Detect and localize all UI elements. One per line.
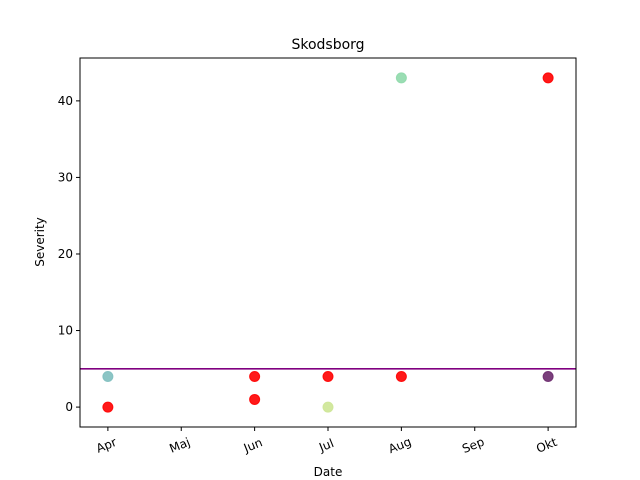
scatter-point bbox=[395, 370, 407, 382]
plot-frame bbox=[79, 57, 577, 428]
x-tick-label: Apr bbox=[94, 435, 119, 456]
y-tick-label: 20 bbox=[58, 247, 73, 261]
x-axis-ticks: Apr Maj Jun Jul Aug Sep Okt bbox=[94, 427, 559, 456]
scatter-point bbox=[102, 401, 114, 413]
scatter-point bbox=[322, 370, 334, 382]
x-tick-label: Aug bbox=[386, 434, 413, 456]
x-axis-label: Date bbox=[314, 465, 343, 479]
y-tick-label: 0 bbox=[65, 400, 73, 414]
scatter-point bbox=[102, 370, 114, 382]
scatter-point bbox=[542, 72, 554, 84]
y-tick-label: 40 bbox=[58, 94, 73, 108]
y-axis-label: Severity bbox=[33, 217, 47, 267]
x-tick-label: Maj bbox=[167, 435, 192, 456]
scatter-point bbox=[249, 370, 261, 382]
x-tick-label: Jul bbox=[316, 436, 336, 455]
plot-area bbox=[80, 58, 576, 427]
scatter-point bbox=[542, 370, 554, 382]
scatter-point bbox=[395, 72, 407, 84]
y-tick-label: 10 bbox=[58, 324, 73, 338]
y-axis-ticks: 0 10 20 30 40 bbox=[58, 94, 80, 414]
chart-title: Skodsborg bbox=[291, 37, 364, 53]
chart-marks bbox=[80, 72, 576, 413]
x-tick-label: Okt bbox=[534, 435, 559, 456]
scatter-point bbox=[322, 401, 334, 413]
x-tick-label: Jun bbox=[241, 435, 265, 455]
scatter-point bbox=[249, 393, 261, 405]
y-tick-label: 30 bbox=[58, 170, 73, 184]
x-tick-label: Sep bbox=[460, 435, 486, 456]
